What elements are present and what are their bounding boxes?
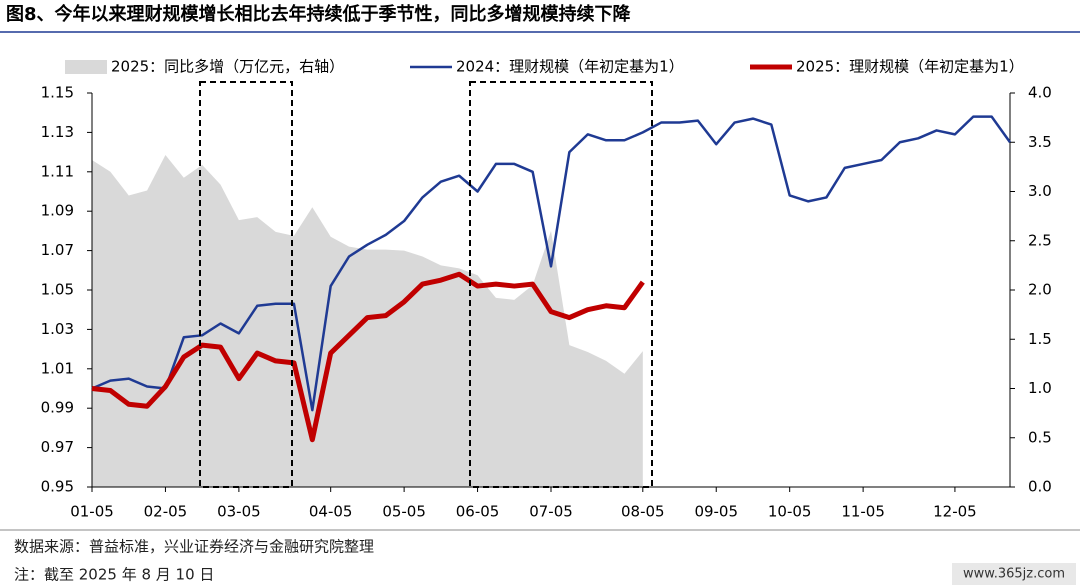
plot: 0.95 0.97 0.99 1.01 1.03 1.05 1.07 1.09 1.11 1.13… <box>41 84 1052 521</box>
y-tick-label: 0.97 <box>41 438 74 456</box>
chart-title: 图8、今年以来理财规模增长相比去年持续低于季节性，同比多增规模持续下降 <box>6 3 632 25</box>
x-tick-label: 04-05 <box>309 503 353 521</box>
highlight-box <box>199 81 293 488</box>
y2-tick-label: 3.0 <box>1028 182 1052 200</box>
x-tick-label: 07-05 <box>529 503 573 521</box>
y2-tick-label: 0.0 <box>1028 478 1052 496</box>
x-tick-label: 05-05 <box>382 503 426 521</box>
y2-tick-label: 3.5 <box>1028 133 1052 151</box>
legend-label: 2024：理财规模（年初定基为1） <box>456 58 684 76</box>
y2-tick-label: 1.0 <box>1028 379 1052 397</box>
y2-tick-label: 1.5 <box>1028 330 1052 348</box>
y-tick-label: 1.01 <box>41 359 74 377</box>
x-tick-label: 02-05 <box>144 503 188 521</box>
legend-swatch <box>65 60 107 74</box>
y-tick-label: 1.13 <box>41 123 74 141</box>
y-tick-label: 1.07 <box>41 241 74 259</box>
watermark: www.365jz.com <box>963 567 1065 582</box>
x-tick-label: 01-05 <box>70 503 114 521</box>
watermark-bg <box>952 563 1076 585</box>
y-tick-label: 1.11 <box>41 162 74 180</box>
y-tick-label: 1.03 <box>41 320 74 338</box>
y2-tick-label: 2.5 <box>1028 231 1052 249</box>
x-tick-label: 06-05 <box>456 503 500 521</box>
y2-tick-label: 2.0 <box>1028 281 1052 299</box>
line <box>91 115 1012 412</box>
highlight-box <box>469 81 653 488</box>
x-tick-label: 10-05 <box>768 503 812 521</box>
legend-label: 2025：理财规模（年初定基为1） <box>796 58 1024 76</box>
legend-label: 2025：同比多增（万亿元，右轴） <box>111 58 344 76</box>
y-tick-label: 0.95 <box>41 478 74 496</box>
y-tick-label: 1.09 <box>41 202 74 220</box>
note: 注：截至 2025 年 8 月 10 日 <box>14 566 214 584</box>
y2-tick-label: 0.5 <box>1028 428 1052 446</box>
y-tick-label: 0.99 <box>41 399 74 417</box>
x-tick-label: 08-05 <box>621 503 665 521</box>
line <box>91 271 645 443</box>
x-tick-label: 09-05 <box>694 503 738 521</box>
y-tick-label: 1.05 <box>41 281 74 299</box>
y-tick-label: 1.15 <box>41 84 74 102</box>
x-tick-label: 12-05 <box>933 503 977 521</box>
source: 数据来源：普益标准，兴业证券经济与金融研究院整理 <box>14 538 374 556</box>
y2-tick-label: 4.0 <box>1028 84 1052 102</box>
x-tick-label: 11-05 <box>841 503 885 521</box>
x-tick-label: 03-05 <box>217 503 261 521</box>
